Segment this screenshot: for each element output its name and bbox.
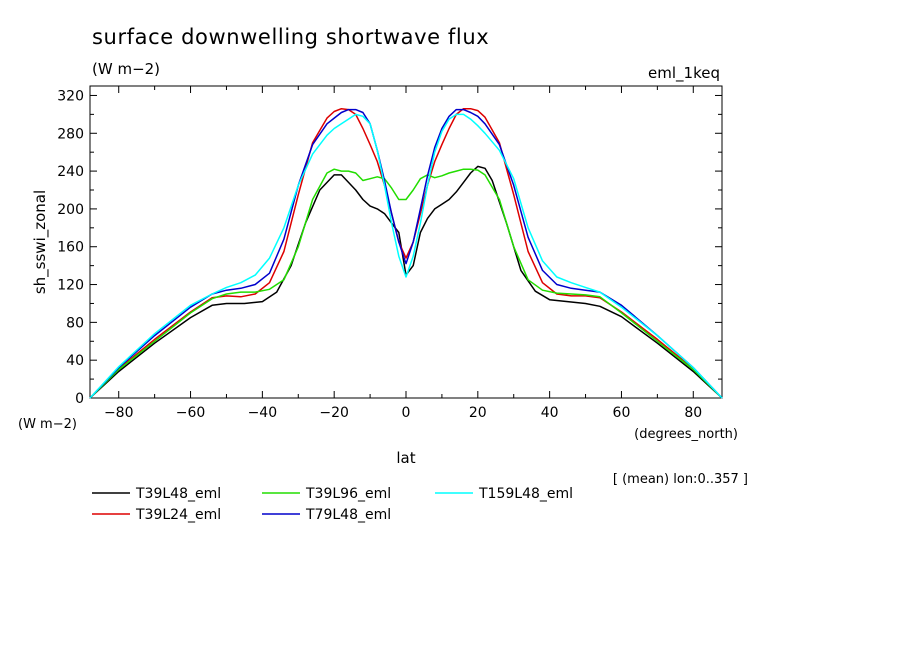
x-tick-label: 20 [469,405,487,421]
legend-label-T39L24_eml: T39L24_eml [135,507,221,523]
y-axis-label: sh_sswi_zonal [31,190,50,294]
x-tick-label: −40 [248,405,278,421]
plot-area: −80 −60 −40 −20 0 20 40 60 80 0 40 80 120 160 200 240 28… [57,85,723,421]
y-tick-label: 40 [66,353,84,369]
series-line-T39L24_eml [89,107,723,399]
series-line-T159L48_eml [89,113,723,399]
mean-note: [ (mean) lon:0..357 ] [613,472,748,487]
x-axis-label: lat [396,449,415,467]
y-tick-label: 80 [66,315,84,331]
x-tick-label: −80 [104,405,134,421]
series-line-T39L96_eml [89,168,723,399]
y-tick-label: 240 [57,164,84,180]
y-tick-label: 280 [57,126,84,142]
legend-label-T159L48_eml: T159L48_eml [478,486,573,502]
x-units-label: (degrees_north) [634,427,738,442]
plot-frame [89,85,723,399]
series-line-T39L48_eml [89,165,723,399]
chart-title: surface downwelling shortwave flux [92,25,489,49]
y-tick-label: 0 [75,391,84,407]
y-tick-label: 320 [57,88,84,104]
x-tick-label: −60 [176,405,206,421]
y-tick-label: 200 [57,202,84,218]
y-units-label: (W m−2) [18,417,77,432]
y-tick-label: 160 [57,240,84,256]
run-tag: eml_1keq [648,64,720,83]
x-tick-label: −20 [319,405,349,421]
series-line-T79L48_eml [89,108,723,399]
chart-units: (W m−2) [92,60,160,78]
legend-label-T79L48_eml: T79L48_eml [305,507,391,523]
x-tick-label: 60 [613,405,631,421]
x-tick-label: 0 [402,405,411,421]
legend-label-T39L48_eml: T39L48_eml [135,486,221,502]
legend: T39L48_eml T39L24_eml T39L96_eml T79L48_eml… [92,486,573,523]
legend-label-T39L96_eml: T39L96_eml [305,486,391,502]
x-tick-label: 40 [541,405,559,421]
x-tick-label: 80 [684,405,702,421]
y-tick-label: 120 [57,278,84,294]
